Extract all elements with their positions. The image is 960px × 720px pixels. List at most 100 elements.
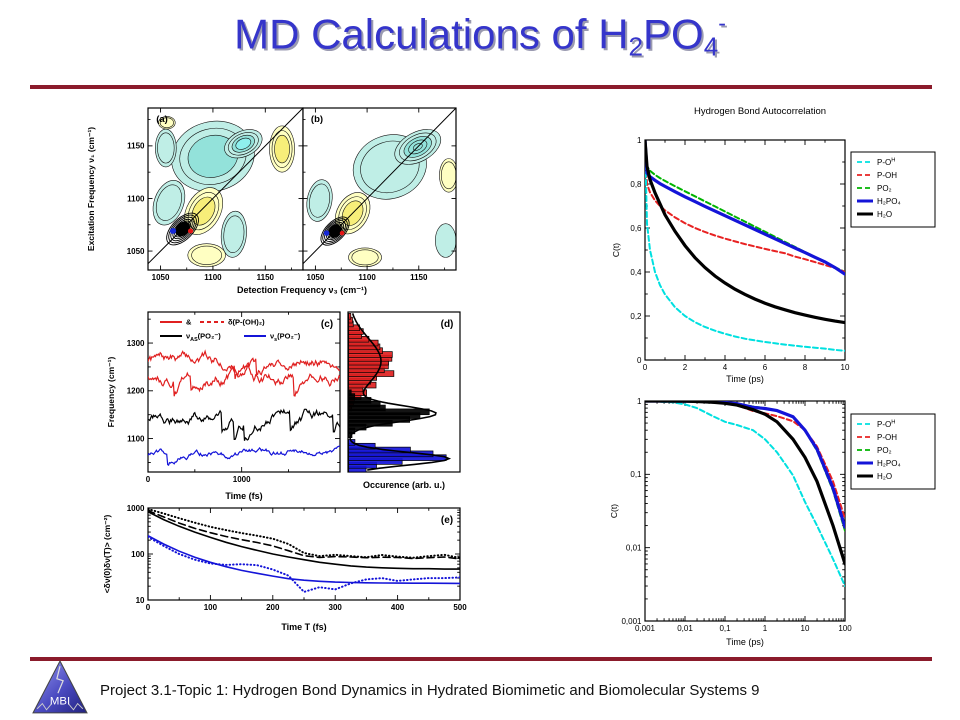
svg-text:P-OH: P-OH [877,433,897,442]
svg-text:1150: 1150 [410,273,428,282]
series-H₂O [645,140,845,325]
logo-wave-right-icon [67,702,84,711]
svg-text:400: 400 [391,603,405,612]
svg-text:1100: 1100 [204,273,222,282]
hist-bar [348,408,430,416]
trace-#000000 [148,408,340,441]
svg-text:C(t): C(t) [611,243,621,257]
svg-text:<δν(0)δν(T)> (cm⁻²): <δν(0)δν(T)> (cm⁻²) [102,515,112,594]
axes-freq-traj: 0 1000 1100 1200 1300 Time (fs) Frequency (cm⁻… [106,311,341,501]
svg-text:0,1: 0,1 [719,624,731,633]
svg-text:0,2: 0,2 [630,312,642,321]
legend: P-OH P-OH PO₂ H₂PO₄ H₂O [850,413,936,490]
hist-bar [348,313,352,320]
logo-lightning-icon [56,666,64,694]
legend: P-OH P-OH PO₂ H₂PO₄ H₂O [850,151,936,228]
hist-bar [348,397,372,404]
hist-envelope [349,313,452,471]
top-divider [30,85,932,89]
hist-bar [348,393,356,400]
svg-text:PO₂: PO₂ [877,184,892,193]
svg-text:P-OH: P-OH [877,171,897,180]
svg-text:0: 0 [643,363,648,372]
svg-text:1100: 1100 [127,194,145,203]
bottom-divider [30,657,932,661]
svg-text:1200: 1200 [127,387,145,396]
contour-panel-(b) [303,108,456,268]
series-group-ffcf [148,508,460,594]
contour-panel-(a) [148,108,303,268]
negative-peak [169,228,177,234]
slide-title: MD Calculations of H2PO4- [234,10,726,62]
svg-text:1000: 1000 [233,475,251,484]
svg-text:Time T (fs): Time T (fs) [281,622,326,632]
series-group-freq-traj [148,349,340,466]
svg-text:PO₂: PO₂ [877,446,892,455]
svg-text:100: 100 [131,550,145,559]
svg-text:1050: 1050 [127,247,145,256]
positive-peak [187,228,194,234]
series-group-hbacf-lin [645,140,845,352]
svg-text:1: 1 [637,397,642,406]
svg-text:0,001: 0,001 [621,617,642,626]
svg-text:Hydrogen Bond Autocorrelation: Hydrogen Bond Autocorrelation [694,106,826,117]
svg-text:1: 1 [637,136,642,145]
trace-#e02020 [148,349,340,380]
series-1 [148,509,460,560]
svg-text:200: 200 [266,603,280,612]
svg-text:8: 8 [803,363,808,372]
svg-text:(a): (a) [156,114,168,125]
series-P-O^H^ [645,140,845,352]
svg-text:Frequency (cm⁻¹): Frequency (cm⁻¹) [106,357,116,428]
svg-text:1100: 1100 [127,434,145,443]
series-H₂O [645,401,845,566]
svg-text:1050: 1050 [152,273,170,282]
svg-text:1: 1 [763,624,768,633]
svg-text:6: 6 [763,363,768,372]
series-3 [148,534,460,585]
series-P-O^H^ [645,401,845,587]
axes-hbacf-log: 0,001 0,01 0,1 1 10 100 1 0,1 0,01 0,001 Time (ps)… [609,397,852,647]
svg-text:(e): (e) [441,515,453,526]
contour-axes-(a): 1050 1100 1150 1050 1100 1150 (a) [127,108,303,282]
svg-text:Time (ps): Time (ps) [726,637,764,647]
svg-text:10: 10 [136,596,145,605]
svg-text:(d): (d) [441,319,454,330]
svg-text:Time (ps): Time (ps) [726,374,764,384]
svg-text:100: 100 [204,603,218,612]
trace-#e02020 [148,364,340,397]
svg-text:100: 100 [838,624,852,633]
svg-text:1300: 1300 [127,339,145,348]
svg-text:P-OH: P-OH [877,420,895,429]
svg-text:4: 4 [723,363,728,372]
svg-text:H₂PO₄: H₂PO₄ [877,459,901,468]
svg-text:Occurence (arb. u.): Occurence (arb. u.) [363,480,445,490]
logo-text: MBI [50,696,70,708]
svg-text:1150: 1150 [127,142,145,151]
svg-text:2: 2 [683,363,688,372]
svg-text:P-OH: P-OH [877,158,895,167]
svg-text:0,4: 0,4 [630,268,642,277]
axes-ffcf: 0 100 200 300 400 500 10 100 1000 Time T (fs) <δν(… [102,504,467,632]
hist-bar [348,389,352,396]
svg-text:Excitation Frequency ν₁ (cm⁻¹): Excitation Frequency ν₁ (cm⁻¹) [86,127,96,251]
svg-text:0,8: 0,8 [630,180,642,189]
svg-text:Time (fs): Time (fs) [225,491,262,501]
legend-c: & δ(P-(OH)₂) νAS(PO₂⁻) νs(PO₂⁻) [160,318,301,343]
svg-text:H₂PO₄: H₂PO₄ [877,197,901,206]
svg-text:0: 0 [637,356,642,365]
svg-text:0,01: 0,01 [626,543,642,552]
series-H₂PO₄ [645,140,845,276]
svg-text:10: 10 [801,624,810,633]
series-4 [148,535,460,594]
svg-text:10: 10 [841,363,850,372]
svg-text:1050: 1050 [307,273,325,282]
svg-text:C(t): C(t) [609,504,619,518]
svg-text:&: & [186,318,192,327]
svg-text:0,001: 0,001 [635,624,656,633]
svg-text:1100: 1100 [358,273,376,282]
svg-text:(b): (b) [311,114,323,125]
contour-axes-(b): 1050 1100 1150 (b) [303,108,456,282]
